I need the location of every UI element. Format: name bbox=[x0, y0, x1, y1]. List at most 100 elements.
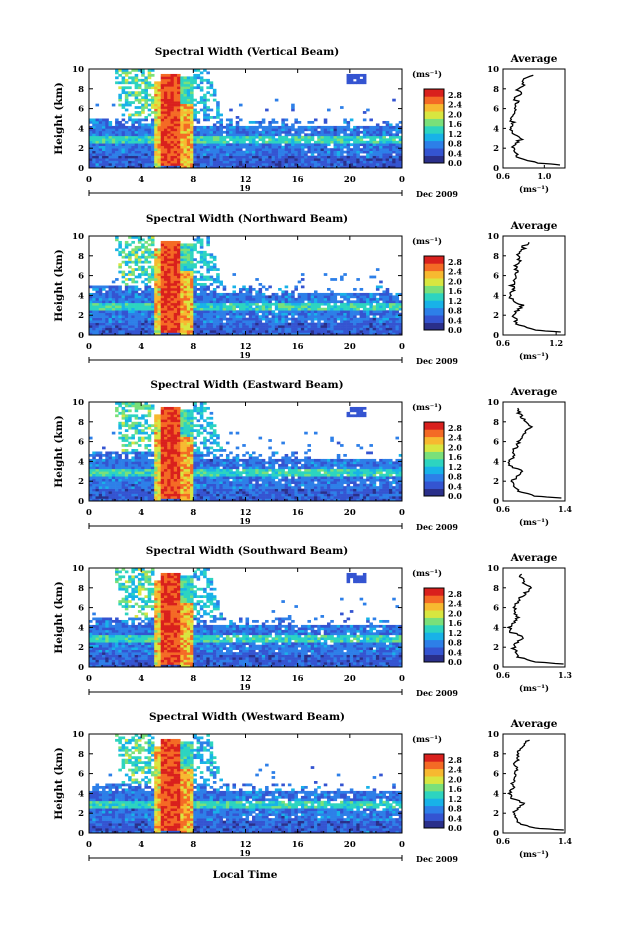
heatmap-cell bbox=[245, 158, 250, 161]
heatmap-cell bbox=[294, 145, 298, 149]
heatmap-cell bbox=[212, 158, 217, 161]
heatmap-cell bbox=[118, 481, 122, 484]
heatmap-cell bbox=[372, 160, 377, 164]
heatmap-cell bbox=[170, 101, 175, 104]
heatmap-cell bbox=[392, 315, 396, 318]
heatmap-cell bbox=[193, 76, 197, 80]
heatmap-cell bbox=[170, 305, 175, 309]
heatmap-cell bbox=[343, 125, 347, 129]
heatmap-cell bbox=[95, 103, 100, 107]
heatmap-cell bbox=[229, 108, 233, 112]
heatmap-cell bbox=[150, 158, 155, 161]
heatmap-cell bbox=[141, 73, 145, 77]
heatmap-cell bbox=[375, 160, 380, 164]
heatmap-cell bbox=[180, 302, 184, 306]
heatmap-cell bbox=[167, 275, 171, 279]
heatmap-cell bbox=[102, 471, 106, 475]
heatmap-cell bbox=[89, 130, 93, 134]
heatmap-cell bbox=[235, 158, 240, 161]
heatmap-cell bbox=[206, 240, 210, 244]
heatmap-cell bbox=[131, 424, 135, 428]
heatmap-cell bbox=[111, 468, 116, 472]
heatmap-cell bbox=[212, 292, 217, 296]
heatmap-cell bbox=[340, 317, 344, 321]
heatmap-cell bbox=[274, 140, 279, 144]
heatmap-cell bbox=[177, 81, 181, 85]
heatmap-cell bbox=[190, 278, 194, 281]
heatmap-cell bbox=[118, 453, 122, 457]
heatmap-cell bbox=[121, 476, 126, 480]
heatmap-cell bbox=[203, 93, 207, 97]
heatmap-cell bbox=[388, 140, 393, 144]
heatmap-cell bbox=[186, 330, 191, 333]
heatmap-cell bbox=[115, 133, 119, 137]
heatmap-cell bbox=[102, 330, 106, 333]
heatmap-cell bbox=[216, 140, 220, 144]
avg-y-tick-label: 8 bbox=[493, 252, 499, 262]
heatmap-cell bbox=[167, 101, 171, 104]
heatmap-cell bbox=[242, 310, 246, 314]
heatmap-cell bbox=[261, 163, 266, 166]
heatmap-cell bbox=[317, 163, 321, 166]
heatmap-cell bbox=[92, 155, 96, 159]
heatmap-cell bbox=[141, 305, 145, 309]
heatmap-cell bbox=[137, 148, 142, 151]
heatmap-cell bbox=[121, 406, 126, 410]
heatmap-cell bbox=[274, 153, 279, 156]
heatmap-cell bbox=[157, 140, 162, 144]
heatmap-cell bbox=[118, 265, 122, 269]
heatmap-cell bbox=[300, 285, 305, 289]
heatmap-cell bbox=[278, 163, 282, 166]
heatmap-cell bbox=[108, 317, 113, 321]
heatmap-cell bbox=[274, 163, 279, 166]
heatmap-cell bbox=[95, 463, 100, 467]
heatmap-cell bbox=[121, 69, 126, 72]
heatmap-cell bbox=[160, 118, 165, 122]
heatmap-cell bbox=[173, 138, 178, 142]
heatmap-cell bbox=[255, 153, 259, 156]
heatmap-cell bbox=[124, 287, 129, 291]
heatmap-cell bbox=[245, 287, 250, 291]
heatmap-cell bbox=[137, 155, 142, 159]
heatmap-cell bbox=[353, 133, 357, 137]
heatmap-cell bbox=[333, 153, 338, 156]
heatmap-cell bbox=[199, 243, 204, 247]
heatmap-cell bbox=[180, 265, 184, 269]
heatmap-cell bbox=[346, 305, 351, 309]
heatmap-cell bbox=[222, 158, 227, 161]
heatmap-cell bbox=[317, 332, 321, 336]
heatmap-cell bbox=[284, 150, 289, 154]
heatmap-cell bbox=[219, 125, 223, 129]
heatmap-cell bbox=[147, 307, 152, 311]
heatmap-cell bbox=[349, 295, 354, 299]
heatmap-cell bbox=[382, 133, 386, 137]
heatmap-cell bbox=[261, 120, 266, 124]
heatmap-cell bbox=[375, 155, 380, 159]
heatmap-cell bbox=[395, 300, 400, 304]
heatmap-cell bbox=[167, 165, 171, 169]
heatmap-cell bbox=[212, 278, 217, 281]
heatmap-cell bbox=[343, 135, 347, 139]
heatmap-cell bbox=[154, 128, 158, 132]
heatmap-cell bbox=[343, 315, 347, 318]
heatmap-cell bbox=[131, 145, 135, 149]
heatmap-cell bbox=[147, 330, 152, 333]
heatmap-cell bbox=[199, 138, 204, 142]
heatmap-cell bbox=[150, 145, 155, 149]
heatmap-cell bbox=[89, 458, 93, 462]
heatmap-cell bbox=[128, 148, 132, 151]
heatmap-cell bbox=[222, 330, 227, 333]
heatmap-cell bbox=[349, 130, 354, 134]
heatmap-cell bbox=[154, 116, 158, 119]
heatmap-cell bbox=[203, 111, 207, 114]
heatmap-cell bbox=[131, 250, 135, 254]
heatmap-cell bbox=[131, 312, 135, 316]
heatmap-cell bbox=[343, 140, 347, 144]
heatmap-cell bbox=[212, 88, 217, 92]
heatmap-cell bbox=[102, 312, 106, 316]
heatmap-cell bbox=[141, 320, 145, 323]
heatmap-cell bbox=[336, 128, 341, 132]
heatmap-cell bbox=[163, 312, 168, 316]
heatmap-cell bbox=[248, 322, 253, 326]
heatmap-cell bbox=[177, 300, 181, 304]
